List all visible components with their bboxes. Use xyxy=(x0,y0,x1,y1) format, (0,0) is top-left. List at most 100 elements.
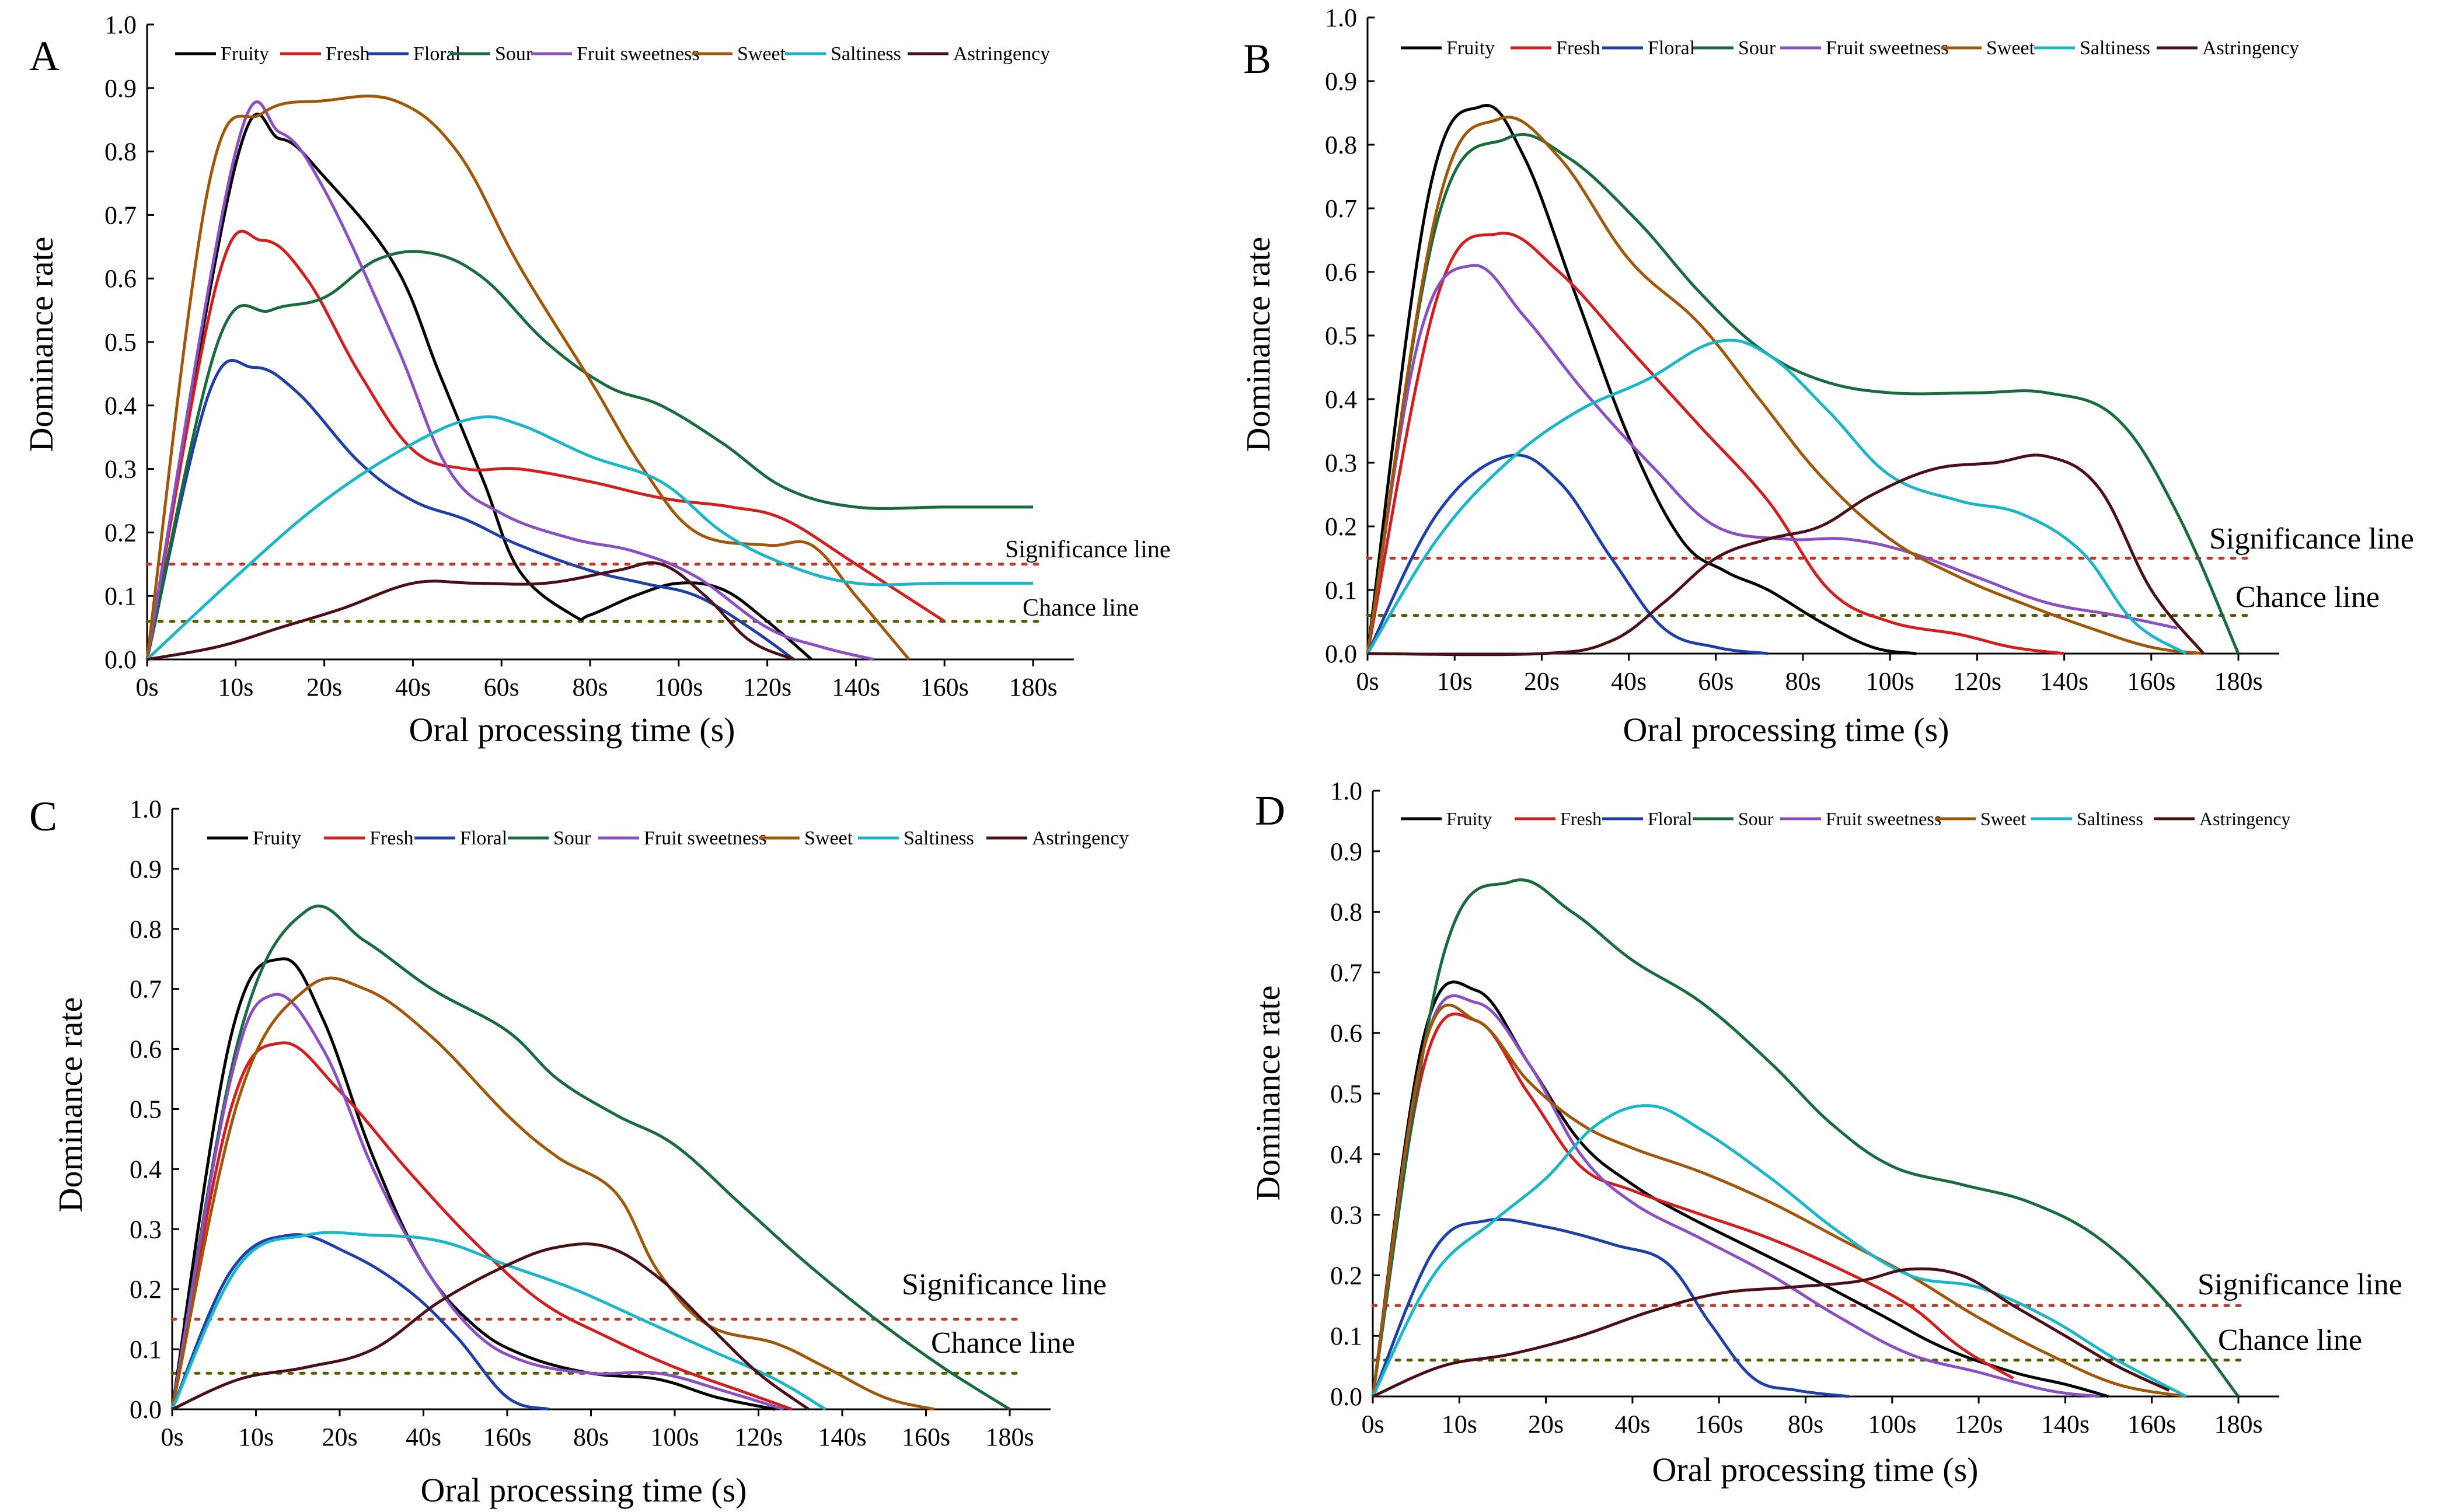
series-line-astringency xyxy=(1372,1267,2170,1398)
x-tick-label: 80s xyxy=(1785,667,1820,696)
legend-label: Sweet xyxy=(804,827,853,849)
x-tick-label: 160s xyxy=(920,673,969,701)
x-tick-label: 160s xyxy=(483,1423,531,1451)
series-line-fresh xyxy=(1366,232,2064,655)
y-tick-label: 0.1 xyxy=(1325,576,1357,605)
significance-line-label: Significance line xyxy=(1005,536,1170,563)
series-line-fruit-sweetness xyxy=(1366,264,2178,654)
panel-c: C Significance line Chance line Oral pro… xyxy=(0,755,1226,1509)
series-line-sour xyxy=(1366,132,2240,654)
legend-label: Astringency xyxy=(2199,808,2290,829)
legend-label: Fruity xyxy=(221,43,269,65)
y-tick-label: 0.2 xyxy=(1325,512,1357,541)
y-tick-label: 0.8 xyxy=(1330,898,1362,927)
y-tick-label: 1.0 xyxy=(130,795,162,823)
y-axis-title: Dominance rate xyxy=(1239,237,1277,452)
x-tick-label: 180s xyxy=(2214,1410,2262,1438)
series-line-floral xyxy=(1366,453,1769,655)
y-tick-label: 0.1 xyxy=(130,1335,162,1364)
chance-line-label: Chance line xyxy=(2235,581,2380,614)
series-line-floral xyxy=(1371,1217,1849,1398)
series-line-fruit-sweetness xyxy=(170,993,784,1411)
panel-letter-b: B xyxy=(1243,36,1271,82)
y-axis-title: Dominance rate xyxy=(22,237,60,452)
series-line-astringency xyxy=(1367,453,2205,657)
x-tick-label: 60s xyxy=(484,673,519,701)
y-tick-label: 0.4 xyxy=(104,392,137,420)
y-tick-label: 0.3 xyxy=(1330,1201,1362,1230)
y-tick-label: 0.9 xyxy=(1330,837,1362,866)
legend-label: Astringency xyxy=(953,43,1050,65)
y-tick-label: 0.5 xyxy=(1325,322,1357,350)
legend-label: Astringency xyxy=(1032,827,1129,849)
legend-label: Fresh xyxy=(369,827,414,849)
x-tick-label: 180s xyxy=(1009,673,1057,701)
chart-a: A Significance line Chance line Oral pro… xyxy=(22,11,1170,749)
significance-line-label: Significance line xyxy=(2209,522,2414,556)
y-tick-label: 0.7 xyxy=(130,975,162,1004)
y-tick-label: 0.9 xyxy=(1325,67,1357,96)
legend-label: Sweet xyxy=(1986,37,2035,59)
legend-label: Fruit sweetness xyxy=(1826,808,1941,829)
x-tick-label: 80s xyxy=(572,673,608,701)
series-line-sweet xyxy=(170,976,935,1411)
series-line-sweet xyxy=(1366,116,2204,655)
x-tick-label: 140s xyxy=(2040,667,2088,696)
x-tick-label: 20s xyxy=(1524,667,1560,696)
y-tick-label: 0.3 xyxy=(104,455,137,484)
legend-label: Sweet xyxy=(737,43,786,65)
series-line-sweet xyxy=(145,95,911,661)
panel-a: A Significance line Chance line Oral pro… xyxy=(0,0,1226,755)
x-tick-label: 20s xyxy=(306,673,342,701)
y-tick-label: 0.0 xyxy=(1325,640,1357,668)
x-tick-label: 10s xyxy=(238,1423,274,1451)
x-tick-label: 40s xyxy=(1611,667,1647,696)
series-line-sweet xyxy=(1371,1003,2187,1398)
x-tick-label: 160s xyxy=(2127,667,2175,696)
y-tick-label: 0.8 xyxy=(130,915,162,944)
legend-label: Fruit sweetness xyxy=(1826,37,1949,59)
x-tick-label: 180s xyxy=(985,1423,1034,1451)
x-tick-label: 60s xyxy=(1698,667,1734,696)
x-tick-label: 10s xyxy=(1442,1410,1477,1438)
series-line-fresh xyxy=(1371,1012,2014,1397)
y-tick-label: 0.6 xyxy=(104,264,137,293)
series-line-sour xyxy=(170,905,1011,1411)
y-tick-label: 1.0 xyxy=(1330,777,1362,805)
y-tick-label: 0.5 xyxy=(1330,1080,1362,1108)
y-tick-label: 0.2 xyxy=(130,1275,162,1304)
series-line-sour xyxy=(1371,878,2240,1398)
series-line-astringency xyxy=(147,561,795,661)
y-tick-label: 0.6 xyxy=(1330,1019,1362,1047)
chance-line-label: Chance line xyxy=(931,1326,1075,1360)
series-line-saltiness xyxy=(1371,1104,2188,1398)
chance-line-label: Chance line xyxy=(1023,595,1139,621)
legend-label: Fruit sweetness xyxy=(644,827,767,849)
y-tick-label: 0.7 xyxy=(104,201,137,229)
y-tick-label: 0.2 xyxy=(104,518,137,547)
series-line-fresh xyxy=(145,229,946,660)
x-tick-label: 40s xyxy=(1614,1410,1650,1438)
y-tick-label: 0.6 xyxy=(130,1035,162,1064)
legend-label: Fruity xyxy=(1446,808,1492,829)
x-tick-label: 0s xyxy=(135,673,158,701)
x-tick-label: 100s xyxy=(1868,1410,1916,1438)
legend-label: Floral xyxy=(1648,37,1695,59)
legend-label: Fresh xyxy=(1560,808,1602,829)
legend-label: Floral xyxy=(1648,808,1693,829)
legend-label: Saltiness xyxy=(904,827,974,849)
x-tick-label: 80s xyxy=(573,1423,609,1451)
series-line-saltiness xyxy=(146,415,1033,661)
legend-label: Saltiness xyxy=(831,43,901,65)
x-tick-label: 160s xyxy=(2127,1410,2176,1438)
y-tick-label: 0.9 xyxy=(104,74,137,103)
y-tick-label: 0.0 xyxy=(1330,1382,1362,1411)
chance-line-label: Chance line xyxy=(2218,1324,2362,1357)
series-line-astringency xyxy=(171,1242,810,1411)
y-tick-label: 0.0 xyxy=(104,645,137,674)
panel-d: D Significance line Chance line Oral pro… xyxy=(1226,755,2452,1509)
series-line-sour xyxy=(145,250,1033,660)
chart-b: B Significance line Chance line Oral pro… xyxy=(1239,4,2414,749)
y-tick-label: 0.7 xyxy=(1325,194,1357,223)
x-tick-label: 160s xyxy=(902,1423,950,1451)
